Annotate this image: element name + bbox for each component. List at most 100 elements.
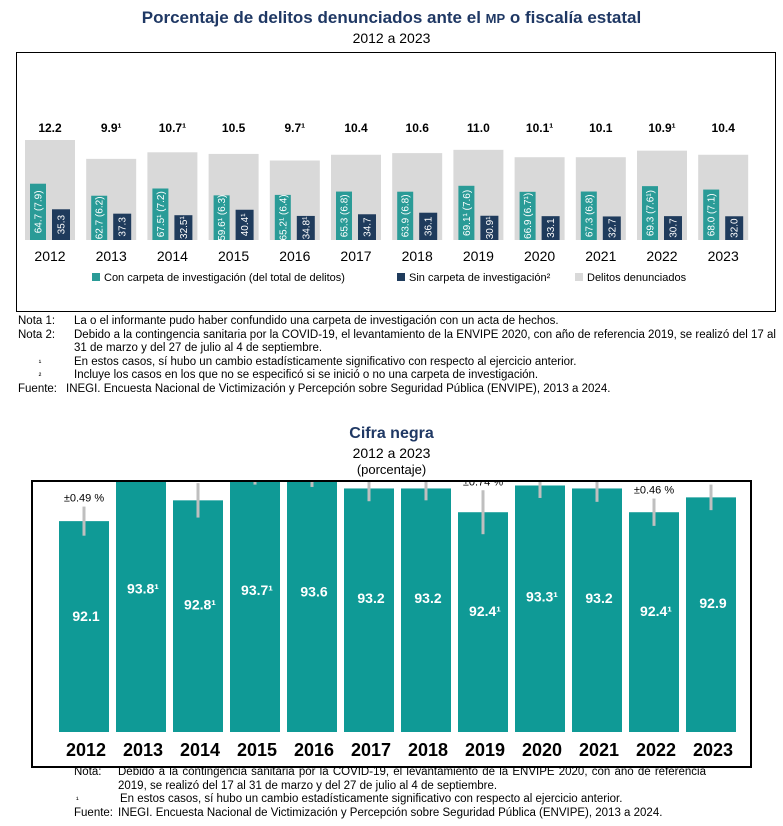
sin-bar xyxy=(235,209,254,240)
year-label: 2018 xyxy=(408,740,448,760)
year-label: 2012 xyxy=(34,248,65,264)
cifra-bar xyxy=(458,512,508,732)
sin-bar xyxy=(296,215,315,240)
value-label: 92.9 xyxy=(699,595,726,611)
con-bar xyxy=(642,186,658,240)
year-label: 2014 xyxy=(157,248,188,264)
sin-bar xyxy=(541,216,560,240)
year-label: 2023 xyxy=(708,248,739,264)
con-bar xyxy=(274,194,291,240)
cifra-bar xyxy=(173,500,223,732)
source-row: Fuente: INEGI. Encuesta Nacional de Vict… xyxy=(74,807,706,821)
con-label: 69.1¹ (7.6) xyxy=(462,190,473,236)
con-label: 66.9 (6.7¹) xyxy=(523,193,534,239)
cifra-bar xyxy=(287,476,337,732)
sin-bar xyxy=(602,216,621,240)
note-label: ¹ xyxy=(38,357,42,367)
value-label: 93.7¹ xyxy=(241,582,273,598)
total-label: 10.1¹ xyxy=(526,121,553,135)
sin-bar xyxy=(419,212,438,240)
legend-label: Con carpeta de investigación (del total … xyxy=(104,272,345,284)
cifra-bar xyxy=(59,521,109,732)
sin-bar xyxy=(725,216,744,240)
notes2: Nota: Debido a la contingencia sanitaria… xyxy=(74,766,706,820)
year-label: 2022 xyxy=(646,248,677,264)
cifra-bar xyxy=(116,470,166,732)
total-label: 9.7¹ xyxy=(284,121,305,135)
year-label: 2015 xyxy=(218,248,249,264)
value-label: 92.4¹ xyxy=(469,603,501,619)
note-text: En estos casos, sí hubo un cambio estadí… xyxy=(74,355,577,368)
year-label: 2020 xyxy=(524,248,555,264)
sin-label: 30.7 xyxy=(669,218,680,238)
legend-label: Delitos denunciados xyxy=(587,272,687,284)
legend-label: Sin carpeta de investigación² xyxy=(409,272,551,284)
note-sup1-row: ¹ En estos casos, sí hubo un cambio esta… xyxy=(18,356,776,370)
value-label: 93.8¹ xyxy=(127,580,159,596)
chart2-subtitle: 2012 a 2023 xyxy=(352,445,431,461)
cifra-bar xyxy=(401,488,451,732)
con-bar xyxy=(397,191,414,240)
note-label: ¹ xyxy=(76,795,79,804)
year-label: 2021 xyxy=(579,740,619,760)
note-label: Nota 1: xyxy=(18,315,56,327)
chart1-title-mp: MP xyxy=(485,11,506,26)
con-bar xyxy=(580,191,597,240)
con-bar xyxy=(91,195,108,240)
note-row: Nota: Debido a la contingencia sanitaria… xyxy=(74,766,706,793)
total-label: 10.4 xyxy=(712,121,736,135)
sin-bar xyxy=(664,216,682,240)
chart2-title: Cifra negra xyxy=(349,425,434,442)
sin-bar xyxy=(480,215,499,240)
sin-bar xyxy=(113,213,132,240)
note-text: Debido a la contingencia sanitaria por l… xyxy=(74,328,776,355)
total-label: 10.7¹ xyxy=(159,121,186,135)
con-bar xyxy=(30,183,46,240)
sin-label: 35.3 xyxy=(57,214,68,234)
con-bar xyxy=(458,185,475,240)
note-label: Fuente: xyxy=(74,806,113,819)
sin-label: 32.7 xyxy=(607,218,618,238)
sin-label: 34.8¹ xyxy=(301,216,312,239)
chart1-subtitle: 2012 a 2023 xyxy=(352,30,431,46)
note-label: Nota 2: xyxy=(18,328,56,341)
sin-label: 34.7 xyxy=(363,217,374,237)
con-label: 62.7 (6.2) xyxy=(95,196,106,239)
note-label: Fuente: xyxy=(18,382,57,395)
con-label: 65.3 (6.8) xyxy=(340,194,351,237)
year-label: 2016 xyxy=(294,740,334,760)
value-label: 93.2 xyxy=(414,590,441,606)
sin-label: 33.1 xyxy=(546,218,557,238)
con-label: 59.6¹ (6.3) xyxy=(217,195,228,241)
sin-label: 37.3 xyxy=(118,217,129,237)
note-text: INEGI. Encuesta Nacional de Victimizació… xyxy=(66,382,611,395)
note-label: Nota: xyxy=(74,766,102,778)
sin-bar xyxy=(52,209,70,240)
sin-label: 32.0 xyxy=(730,218,741,238)
chart1-title: Porcentaje de delitos denunciados ante e… xyxy=(0,8,783,28)
cifra-bar xyxy=(515,485,565,732)
con-label: 65.2¹ (6.4) xyxy=(278,194,289,240)
sin-label: 40.4¹ xyxy=(240,213,251,236)
total-label: 11.0 xyxy=(467,121,490,135)
note-label: ² xyxy=(38,371,42,380)
sin-label: 32.5¹ xyxy=(179,216,190,239)
year-label: 2013 xyxy=(123,740,163,760)
cifra-bar xyxy=(230,473,280,732)
note-text: INEGI. Encuesta Nacional de Victimizació… xyxy=(118,806,663,819)
total-label: 10.1 xyxy=(589,121,613,135)
value-label: 93.2 xyxy=(357,590,384,606)
con-label: 63.9 (6.8) xyxy=(401,194,412,237)
con-label: 64.7 (7.9) xyxy=(34,190,45,233)
value-label: 93.2 xyxy=(585,590,612,606)
chart2-unit: (porcentaje) xyxy=(356,462,427,477)
note-sup2-row: ² Incluye los casos en los que no se esp… xyxy=(18,369,776,383)
chart1-title-start: Porcentaje de delitos denunciados ante e… xyxy=(141,8,486,27)
year-label: 2019 xyxy=(465,740,505,760)
total-label: 10.5 xyxy=(222,121,246,135)
con-label: 69.3 (7.6¹) xyxy=(646,190,657,236)
cifra-bar xyxy=(572,488,622,732)
sin-bar xyxy=(358,214,376,240)
note1-row: Nota 1: La o el informante pudo haber co… xyxy=(18,315,776,329)
